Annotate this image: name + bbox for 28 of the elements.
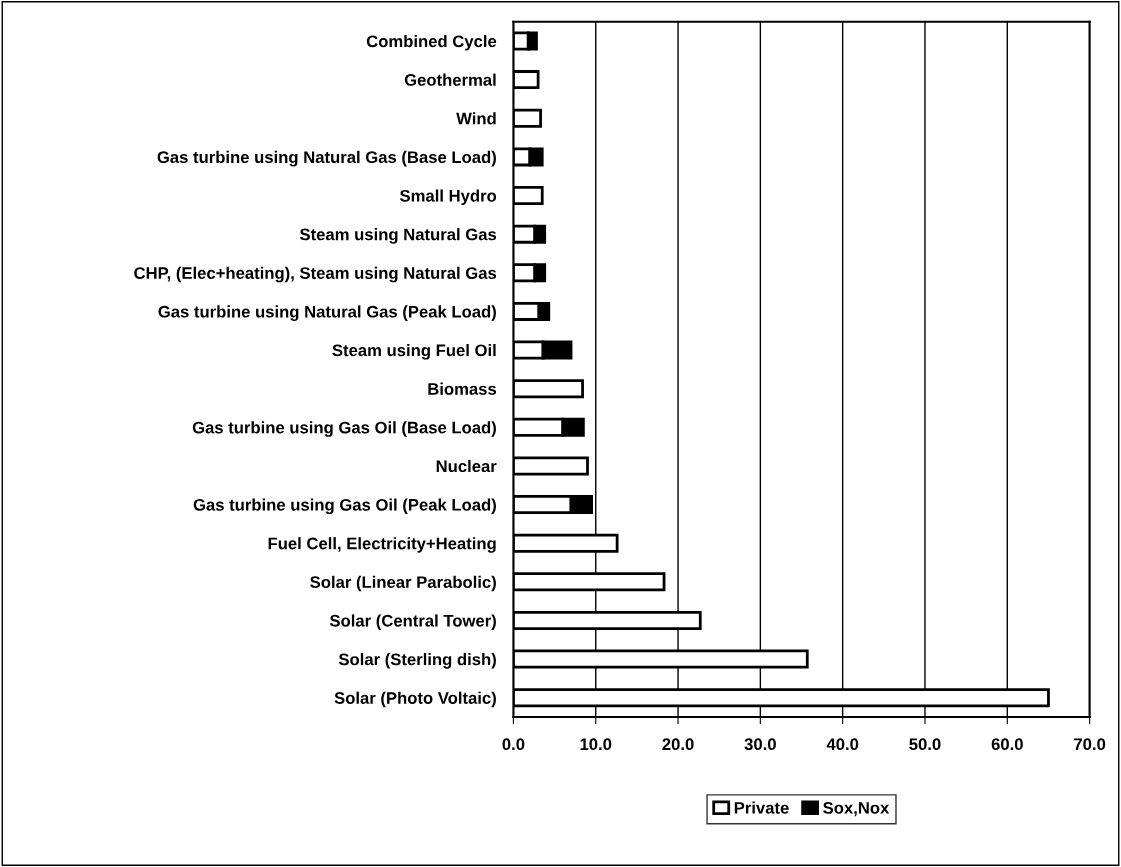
y-tick-label: CHP, (Elec+heating), Steam using Natural Gas	[134, 266, 497, 283]
x-tick-label: 10.0	[580, 738, 612, 751]
y-tick-label: Fuel Cell, Electricity+Heating	[268, 537, 496, 553]
y-tick-label: Small Hydro	[399, 189, 497, 206]
x-tick-label: 20.0	[662, 738, 694, 751]
y-tick-label: Wind	[456, 112, 496, 125]
x-tick-label: 50.0	[909, 738, 941, 751]
y-tick-label: Solar (Photo Voltaic)	[334, 691, 496, 708]
x-tick-label: 0.0	[502, 738, 525, 751]
y-tick-label: Solar (Sterling dish)	[338, 653, 496, 669]
y-tick-label: Geothermal	[404, 73, 496, 86]
y-tick-label: Steam using Fuel Oil	[332, 343, 496, 360]
x-tick-label: 30.0	[744, 738, 776, 751]
y-tick-label: Gas turbine using Natural Gas (Base Load)	[157, 150, 496, 167]
y-tick-label: Combined Cycle	[366, 34, 497, 51]
y-tick-label: Gas turbine using Natural Gas (Peak Load)	[158, 305, 496, 321]
x-tick-label: 70.0	[1074, 738, 1106, 751]
y-tick-label: Solar (Central Tower)	[329, 614, 496, 630]
x-tick-label: 60.0	[991, 738, 1023, 751]
y-tick-label: Gas turbine using Gas Oil (Base Load)	[192, 421, 496, 437]
x-tick-label: 40.0	[826, 738, 859, 751]
y-tick-label: Nuclear	[436, 459, 497, 473]
legend-label: Private	[734, 801, 789, 814]
y-tick-label: Gas turbine using Gas Oil (Peak Load)	[193, 498, 496, 515]
y-tick-label: Steam using Natural Gas	[299, 228, 497, 244]
y-tick-label: Biomass	[428, 382, 497, 395]
y-tick-label: Solar (Linear Parabolic)	[310, 575, 496, 592]
legend-label: Sox,Nox	[823, 801, 890, 817]
